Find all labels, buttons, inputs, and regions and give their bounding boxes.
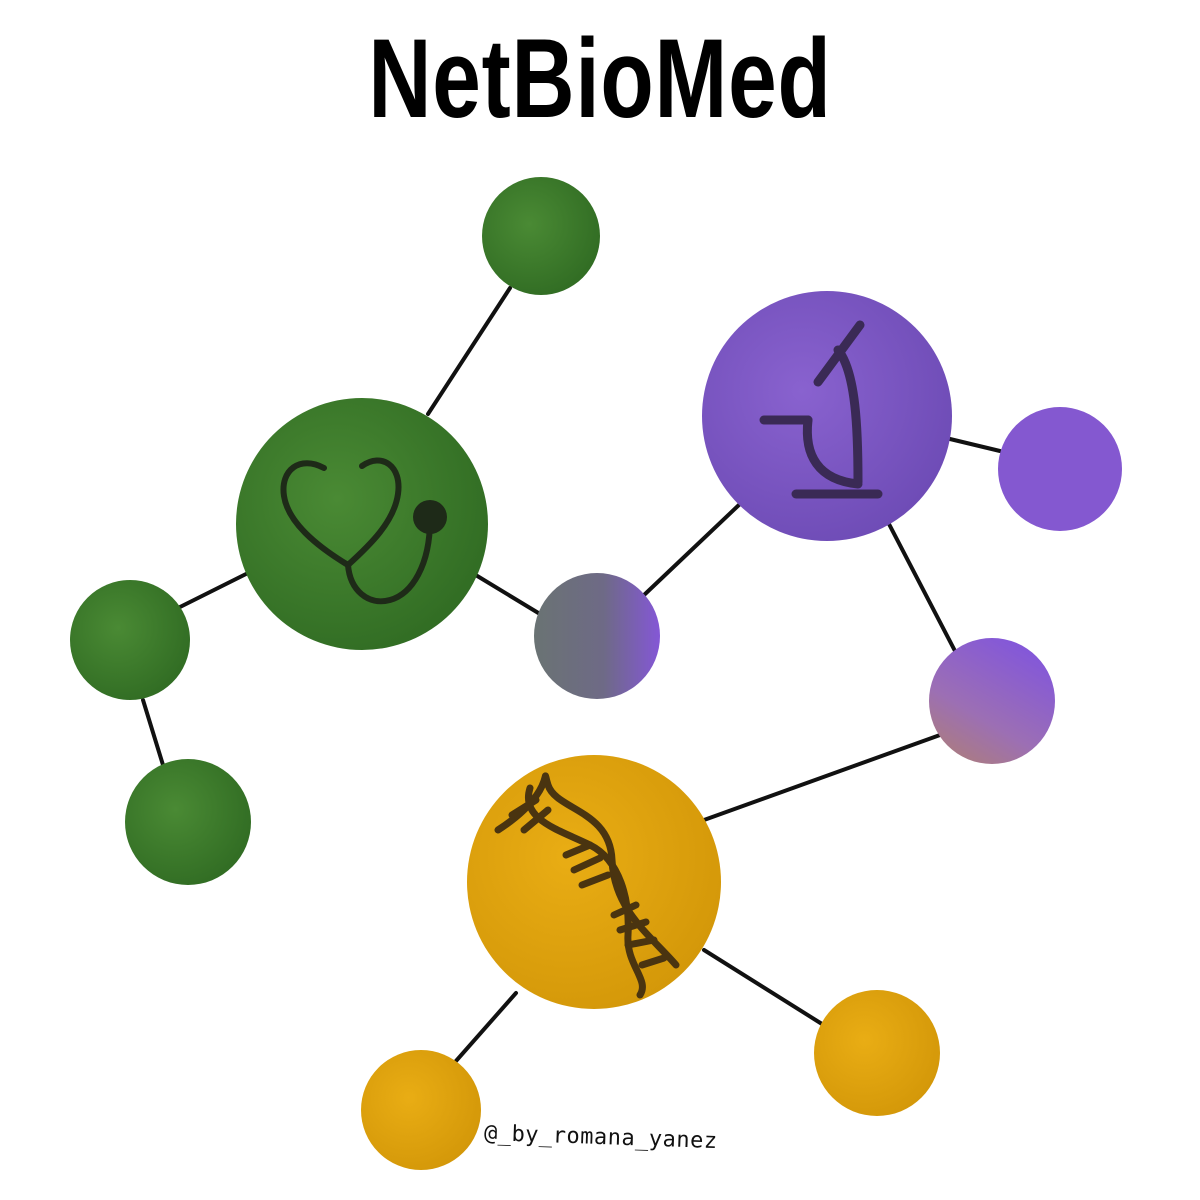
research-hub [702, 291, 952, 541]
green-node-left [70, 580, 190, 700]
edge [472, 572, 542, 616]
dna-icon [494, 772, 680, 999]
edge [641, 501, 743, 598]
edge [948, 437, 1002, 453]
edge [426, 286, 512, 416]
edge [454, 991, 518, 1063]
bridge-node-mauve [929, 638, 1055, 764]
edge [702, 948, 824, 1026]
microscope-icon [759, 320, 883, 499]
medicine-hub [236, 398, 488, 650]
gold-node-left [361, 1050, 481, 1170]
page-title: NetBioMed [368, 16, 832, 141]
edge [141, 698, 165, 767]
stethoscope-icon [280, 457, 447, 605]
green-node-bottom [125, 759, 251, 885]
edges [141, 286, 1002, 1063]
edge [887, 522, 957, 653]
gold-node-right [814, 990, 940, 1116]
purple-node-right [998, 407, 1122, 531]
edge [174, 571, 250, 611]
green-node-top [482, 177, 600, 295]
edge [702, 733, 942, 822]
bridge-node-gray [534, 573, 660, 699]
